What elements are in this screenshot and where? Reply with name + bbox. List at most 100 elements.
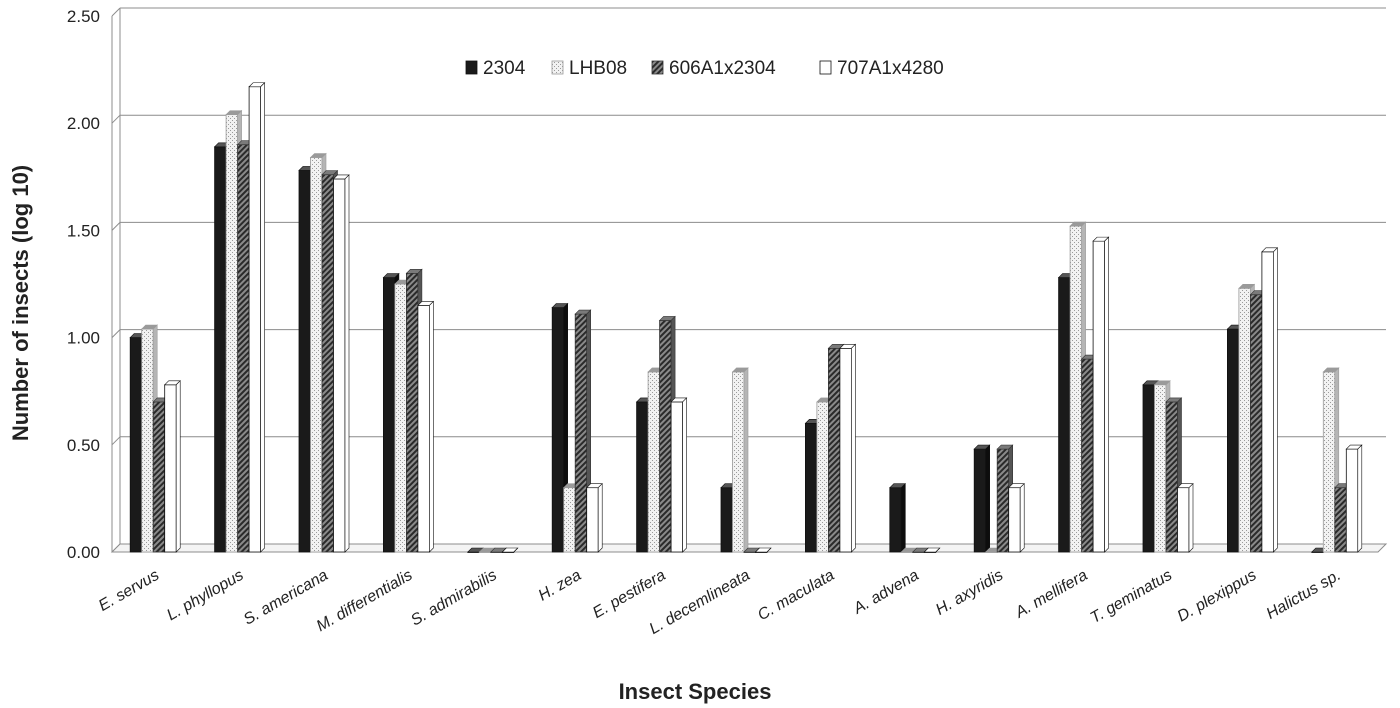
bar-side [766, 547, 772, 553]
bar-side [935, 547, 941, 553]
x-tick-label: H. zea [536, 567, 585, 605]
bar-front [405, 272, 419, 553]
legend-swatch [551, 60, 564, 75]
bar [1176, 482, 1194, 553]
bar [1261, 247, 1279, 553]
bar-front [129, 337, 143, 553]
bar-front [333, 178, 346, 553]
bar [923, 547, 941, 553]
x-tick-label: D. plexippus [1175, 567, 1260, 626]
bar-front [417, 305, 430, 553]
bar-front [214, 146, 227, 553]
bar-front [805, 422, 818, 553]
x-axis-title: Insect Species [619, 679, 772, 704]
bar-front [321, 174, 334, 553]
bar-side [260, 82, 265, 553]
legend-label: LHB08 [569, 58, 627, 79]
bar-front [225, 114, 239, 553]
bar [973, 444, 991, 553]
bar-front [636, 401, 649, 553]
bar-front [1165, 401, 1178, 553]
y-tick-label: 2.50 [67, 7, 100, 26]
bar-front [1250, 294, 1263, 553]
gridline-side [111, 436, 121, 446]
legend-swatch [465, 60, 478, 75]
legend-label: 707A1x4280 [837, 58, 944, 79]
gridline-side [111, 114, 121, 124]
y-tick-label: 1.50 [67, 221, 100, 240]
bar-side [743, 367, 749, 553]
bar-front [1322, 371, 1336, 553]
bar-front [1081, 358, 1094, 553]
bar-front [889, 487, 902, 553]
bar-side [1357, 444, 1363, 553]
bar [248, 82, 266, 553]
bar-front [720, 487, 733, 553]
bar [585, 482, 603, 553]
x-tick-label: E. pestifera [590, 567, 669, 622]
bar-front [1261, 251, 1274, 553]
bar-front [1154, 384, 1167, 553]
x-tick-label: A. advena [850, 567, 922, 618]
bar-front [1345, 448, 1359, 553]
bar-front [141, 328, 154, 553]
bar [1007, 482, 1025, 553]
y-tick-label: 0.50 [67, 436, 100, 455]
gridline-side [111, 222, 121, 231]
bar-front [298, 169, 311, 553]
bar-front [310, 157, 323, 553]
bar-side [682, 397, 687, 553]
bar-side [851, 343, 856, 553]
bar [163, 380, 181, 553]
bar [332, 174, 350, 553]
bar-side [1104, 236, 1109, 553]
bar-front [1142, 384, 1155, 553]
bar-front [839, 347, 852, 553]
x-tick-label: L. phyllopus [164, 567, 246, 624]
gridline-side [111, 7, 121, 17]
bar-front [670, 401, 683, 553]
bar-side [1188, 482, 1194, 553]
gridline-side [111, 329, 121, 338]
bar-front [237, 144, 250, 553]
legend-item: LHB08 [551, 58, 627, 79]
bar [670, 397, 688, 553]
bar-front [551, 307, 565, 553]
bar-side [985, 444, 991, 553]
bar-front [1058, 277, 1071, 553]
x-tick-label: T. geminatus [1088, 567, 1175, 627]
y-tick-label: 2.00 [67, 114, 100, 133]
bar-front [973, 448, 987, 553]
bar-front [394, 283, 407, 553]
bar-side [429, 300, 434, 553]
legend-item: 2304 [465, 58, 526, 79]
bar-front [828, 347, 841, 553]
x-tick-label: M. differentialis [314, 567, 416, 636]
bar-front [1238, 287, 1251, 553]
bar-front [563, 487, 576, 553]
y-tick-label: 1.00 [67, 329, 100, 348]
bar-front [574, 313, 588, 553]
x-tick-label: H. axyridis [933, 567, 1006, 619]
x-tick-label: C. maculata [755, 567, 838, 624]
bar-front [1227, 328, 1240, 553]
bar-front [996, 448, 1010, 553]
x-tick-label: E. servus [96, 567, 162, 615]
y-axis-title: Number of insects (log 10) [8, 165, 33, 441]
bar-front [1177, 487, 1190, 553]
x-tick-label: Halictus sp. [1264, 567, 1344, 623]
bar-front [1334, 487, 1347, 553]
bars [129, 82, 1363, 553]
bar-front [248, 86, 262, 553]
bar-front [382, 277, 396, 553]
bar-side [597, 482, 603, 553]
bar-front [1008, 487, 1021, 553]
bar-front [659, 320, 672, 553]
legend-label: 2304 [483, 58, 526, 79]
bar [839, 343, 857, 553]
bar [754, 547, 772, 553]
bar-side [1273, 247, 1278, 553]
bar-front [1092, 240, 1105, 553]
